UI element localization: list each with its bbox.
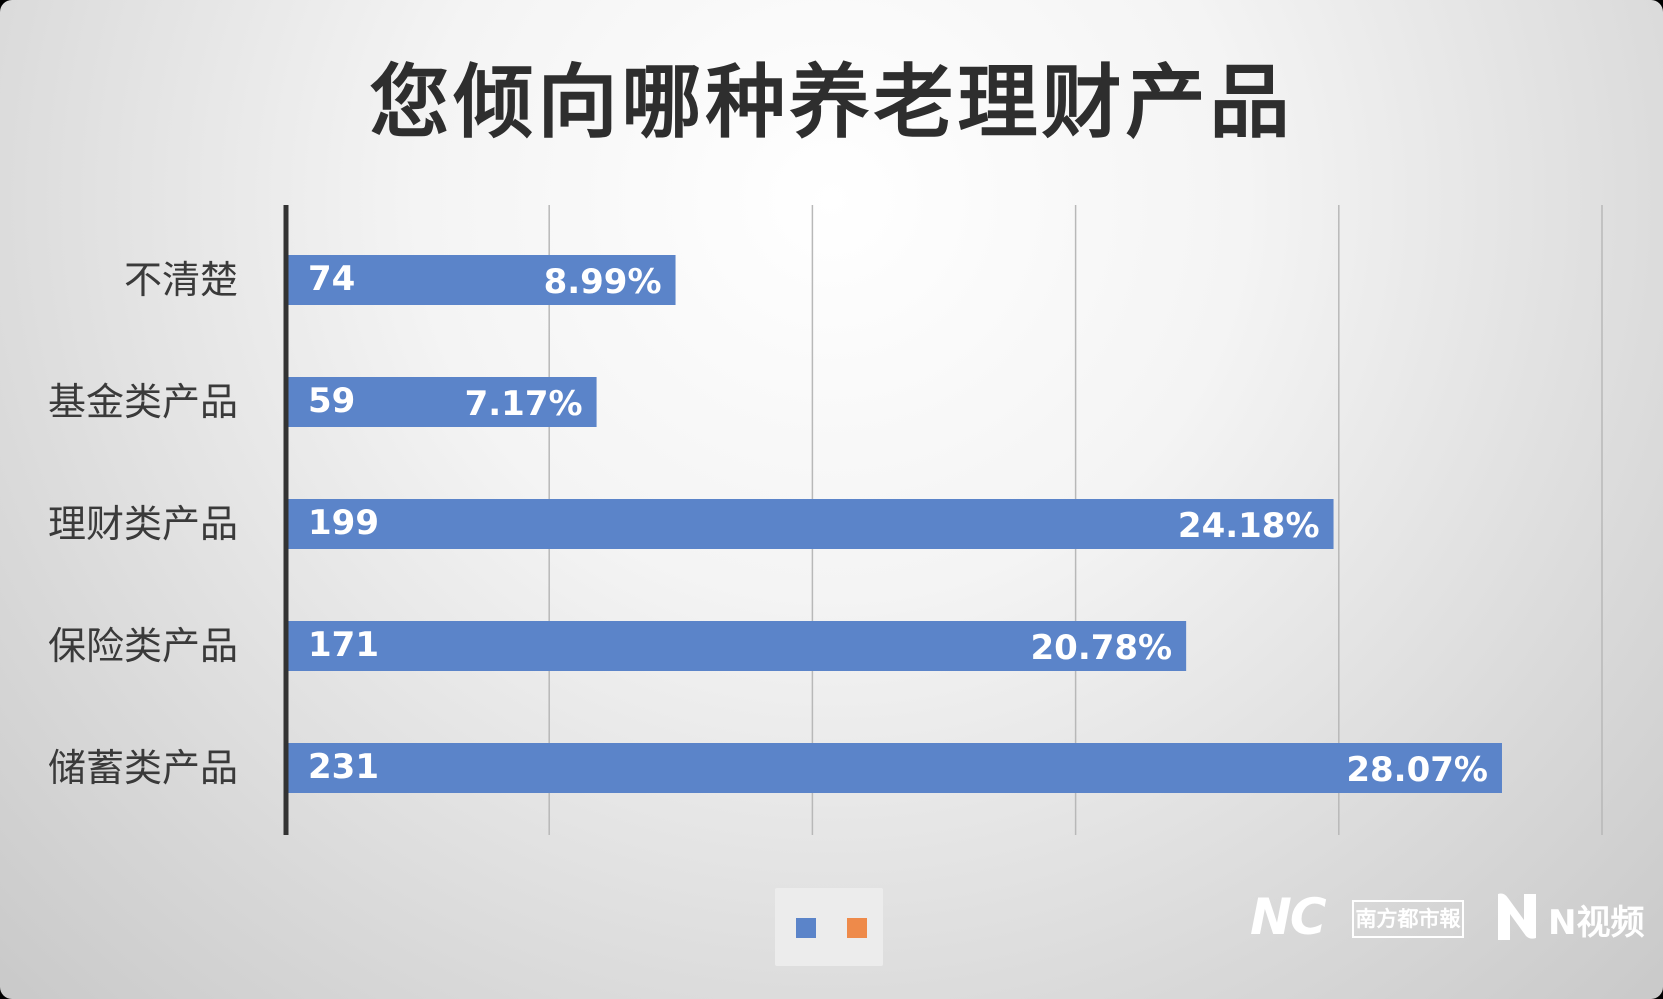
percent-label: 8.99% — [544, 262, 662, 302]
bar — [286, 621, 1187, 671]
percent-label: 24.18% — [1178, 506, 1320, 546]
chart-title: 您倾向哪种养老理财产品 — [369, 56, 1294, 149]
bar — [286, 499, 1334, 549]
legend-swatch-blue — [796, 918, 816, 938]
category-label: 基金类产品 — [48, 380, 238, 424]
percent-label: 7.17% — [465, 384, 583, 424]
percent-label: 20.78% — [1031, 628, 1173, 668]
category-label: 不清楚 — [124, 258, 238, 302]
percent-label: 28.07% — [1346, 750, 1488, 790]
count-label: 171 — [308, 625, 379, 665]
n-video-logo: N视频 — [1548, 903, 1645, 943]
category-label: 理财类产品 — [48, 502, 238, 546]
paper-name-logo: 南方都市報 — [1352, 900, 1464, 938]
count-label: 59 — [308, 381, 355, 421]
bar — [286, 377, 597, 427]
category-label: 储蓄类产品 — [48, 746, 238, 790]
count-label: 74 — [308, 259, 355, 299]
count-label: 199 — [308, 503, 379, 543]
nc-logo: NC — [1250, 888, 1327, 946]
count-label: 231 — [308, 747, 379, 787]
legend-swatch-orange — [847, 918, 867, 938]
bar — [286, 743, 1502, 793]
bar — [286, 255, 676, 305]
legend — [775, 888, 883, 966]
category-label: 保险类产品 — [48, 624, 238, 668]
n-video-play-icon — [1498, 893, 1536, 940]
